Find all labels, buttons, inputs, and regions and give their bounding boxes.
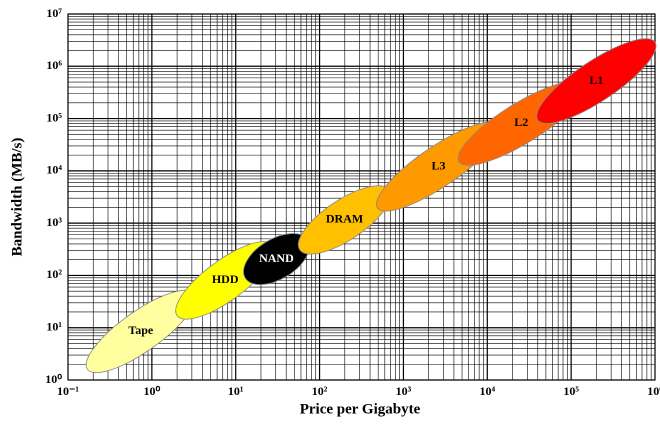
page: {"chart_data": {"type": "ellipse", "x_la… — [0, 0, 660, 424]
y-tick-label: 10³ — [46, 215, 62, 229]
chart: Price per Gigabyte Bandwidth (MB/s) 10⁻¹… — [0, 0, 660, 424]
series-label: HDD — [212, 272, 239, 286]
x-tick-label: 10⁶ — [647, 384, 660, 398]
y-tick-label: 10⁴ — [46, 163, 62, 177]
y-tick-label: 10⁶ — [46, 58, 62, 72]
x-tick-label: 10³ — [396, 384, 412, 398]
y-tick-label: 10² — [46, 267, 62, 281]
x-axis-title: Price per Gigabyte — [300, 401, 421, 417]
y-axis-title: Bandwidth (MB/s) — [9, 138, 25, 257]
series-label: NAND — [259, 251, 294, 265]
x-tick-label: 10⁻¹ — [57, 384, 79, 398]
x-tick-label: 10¹ — [228, 384, 244, 398]
series-label: L2 — [514, 115, 528, 129]
series-label: DRAM — [326, 212, 363, 226]
series-label: L1 — [589, 73, 603, 87]
x-tick-label: 10⁴ — [479, 384, 495, 398]
y-tick-label: 10⁰ — [45, 372, 62, 386]
series-label: Tape — [128, 323, 154, 337]
x-tick-label: 10⁵ — [563, 384, 579, 398]
series-label: L3 — [431, 158, 445, 172]
x-tick-label: 10⁰ — [143, 384, 160, 398]
y-tick-label: 10¹ — [46, 319, 62, 333]
y-tick-label: 10⁷ — [46, 6, 62, 20]
x-tick-label: 10² — [312, 384, 328, 398]
y-tick-label: 10⁵ — [46, 110, 62, 124]
